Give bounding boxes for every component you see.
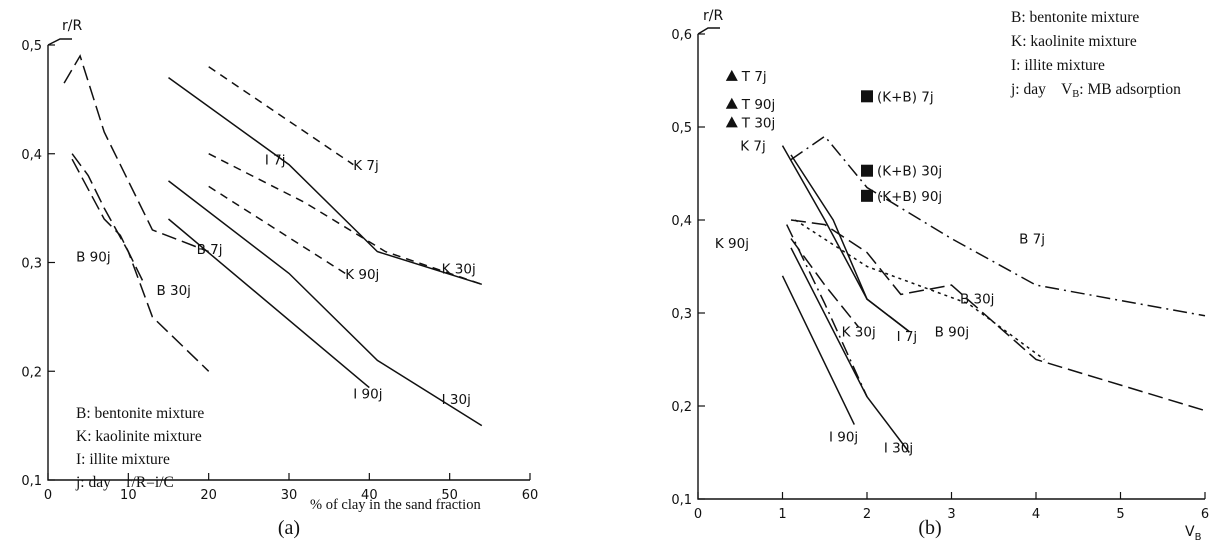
- series-label-k-7j: K 7j: [353, 158, 378, 174]
- x-tick-label: 50: [441, 488, 458, 503]
- series-label-b-30j: B 30j: [960, 292, 994, 308]
- legend-item-day-mb: j: day VB: MB adsorption: [1010, 81, 1181, 100]
- x-axis-title-a: % of clay in the sand fraction: [310, 497, 481, 513]
- series-line-k-30j: [208, 153, 483, 286]
- y-axis-cap-a: [47, 38, 72, 46]
- y-tick-label: 0,4: [21, 148, 42, 163]
- chart-panel-a: r/R 0,1 0,2 0,3 0,4 0,5 0 10 20 30 40 50 60 B 7j B …: [21, 18, 538, 539]
- series-label-k-7j: K 7j: [740, 138, 765, 154]
- y-tick-label: 0,5: [21, 39, 42, 54]
- series-line-k-30j: [790, 238, 860, 328]
- x-tick-label: 30: [281, 488, 298, 503]
- point-label-k-b-90j: (K+B) 90j: [877, 189, 942, 205]
- series-label-k-30j: K 30j: [442, 261, 476, 277]
- series-label-i-30j: I 30j: [442, 392, 471, 408]
- series-line-k-7j: [208, 66, 354, 166]
- legend-item-day-ratio: j: day r/R=i/C: [75, 474, 174, 491]
- y-axis-title-a: r/R: [62, 18, 82, 34]
- series-label-b-7j: B 7j: [197, 242, 223, 258]
- series-label-k-90j: K 90j: [345, 267, 379, 283]
- series-line-b-30j: [71, 158, 146, 285]
- y-tick-label: 0,1: [671, 493, 692, 508]
- x-tick-label: 60: [522, 488, 539, 503]
- x-axis-title-b-sub: B: [1195, 532, 1202, 543]
- x-tick-label: 6: [1201, 507, 1209, 522]
- series-line-i-30j: [790, 247, 910, 453]
- series-line-b-7j: [63, 54, 209, 253]
- legend-item-illite: I: illite mixture: [1011, 57, 1105, 74]
- x-tick-label: 1: [778, 507, 786, 522]
- x-axis-title-b: VB: [1185, 524, 1202, 543]
- y-tick-label: 0,4: [671, 214, 692, 229]
- legend-item-bentonite: B: bentonite mixture: [76, 405, 204, 422]
- point-label-t-90j: T 90j: [741, 97, 775, 113]
- series-line-k-90j: [786, 224, 868, 398]
- x-axis-title-b-main: V: [1185, 524, 1195, 540]
- legend-day-v: j: day V: [1010, 81, 1073, 98]
- series-line-b-30j: [790, 219, 1206, 412]
- series-label-i-90j: I 90j: [353, 386, 382, 402]
- legend-item-kaolinite: K: kaolinite mixture: [76, 428, 202, 445]
- point-marker-t-90j: [725, 97, 738, 109]
- series-label-i-7j: I 7j: [265, 153, 286, 169]
- series-line-b-7j: [790, 135, 1206, 317]
- legend-item-bentonite: B: bentonite mixture: [1011, 9, 1139, 26]
- panel-caption-b: (b): [918, 517, 941, 539]
- series-label-k-30j: K 30j: [842, 324, 876, 340]
- x-tick-label: 40: [361, 488, 378, 503]
- point-marker-k-b-30j: [861, 164, 873, 177]
- legend-b: B: bentonite mixture K: kaolinite mixtur…: [1010, 9, 1181, 100]
- x-tick-label: 10: [120, 488, 137, 503]
- series-label-b-90j: B 90j: [935, 324, 969, 340]
- y-axis-title-b: r/R: [703, 8, 723, 24]
- x-tick-label: 20: [200, 488, 217, 503]
- series-label-b-7j: B 7j: [1019, 231, 1045, 247]
- x-tick-label: 2: [863, 507, 871, 522]
- point-marker-t-30j: [725, 116, 738, 128]
- x-tick-label: 0: [44, 488, 52, 503]
- y-tick-label: 0,2: [671, 400, 692, 415]
- y-tick-label: 0,6: [671, 28, 692, 43]
- series-label-i-90j: I 90j: [829, 429, 858, 445]
- legend-a: B: bentonite mixture K: kaolinite mixtur…: [75, 405, 204, 491]
- series-line-i-90j: [781, 275, 855, 425]
- series-label-b-30j: B 30j: [156, 283, 190, 299]
- point-marker-k-b-90j: [861, 189, 873, 202]
- series-line-i-30j: [168, 180, 483, 427]
- y-axis-cap-b: [697, 27, 720, 35]
- point-label-k-b-30j: (K+B) 30j: [877, 164, 942, 180]
- y-tick-label: 0,3: [671, 307, 692, 322]
- y-tick-label: 0,1: [21, 474, 42, 489]
- x-tick-label: 3: [947, 507, 955, 522]
- x-tick-label: 5: [1116, 507, 1124, 522]
- series-line-b-90j: [71, 153, 210, 372]
- series-label-b-90j: B 90j: [76, 249, 110, 265]
- series-label-i-7j: I 7j: [897, 329, 918, 345]
- x-tick-label: 0: [694, 507, 702, 522]
- series-line-i-7j: [781, 145, 910, 333]
- point-label-t-7j: T 7j: [741, 69, 767, 85]
- legend-mb-adsorption: : MB adsorption: [1079, 81, 1181, 98]
- y-tick-label: 0,3: [21, 257, 42, 272]
- series-line-i-90j: [168, 218, 370, 389]
- legend-item-illite: I: illite mixture: [76, 451, 170, 468]
- series-label-i-30j: I 30j: [884, 441, 913, 457]
- point-marker-k-b-7j: [861, 90, 873, 103]
- series-line-b-90j: [794, 219, 1045, 361]
- point-label-t-30j: T 30j: [741, 115, 775, 131]
- series-line-i-7j: [168, 76, 483, 286]
- chart-panel-b: r/R 0,1 0,2 0,3 0,4 0,5 0,6 0 1 2 3 4 5 6 T 7j T 90j…: [671, 8, 1209, 543]
- y-tick-label: 0,2: [21, 365, 42, 380]
- series-line-k-7j: [790, 154, 910, 333]
- point-label-k-b-7j: (K+B) 7j: [877, 89, 934, 105]
- panel-caption-a: (a): [278, 517, 300, 539]
- point-marker-t-7j: [725, 69, 738, 81]
- legend-sub-b: B: [1072, 89, 1079, 100]
- x-tick-label: 4: [1032, 507, 1040, 522]
- legend-item-kaolinite: K: kaolinite mixture: [1011, 33, 1137, 50]
- series-label-k-90j: K 90j: [715, 236, 749, 252]
- y-tick-label: 0,5: [671, 121, 692, 136]
